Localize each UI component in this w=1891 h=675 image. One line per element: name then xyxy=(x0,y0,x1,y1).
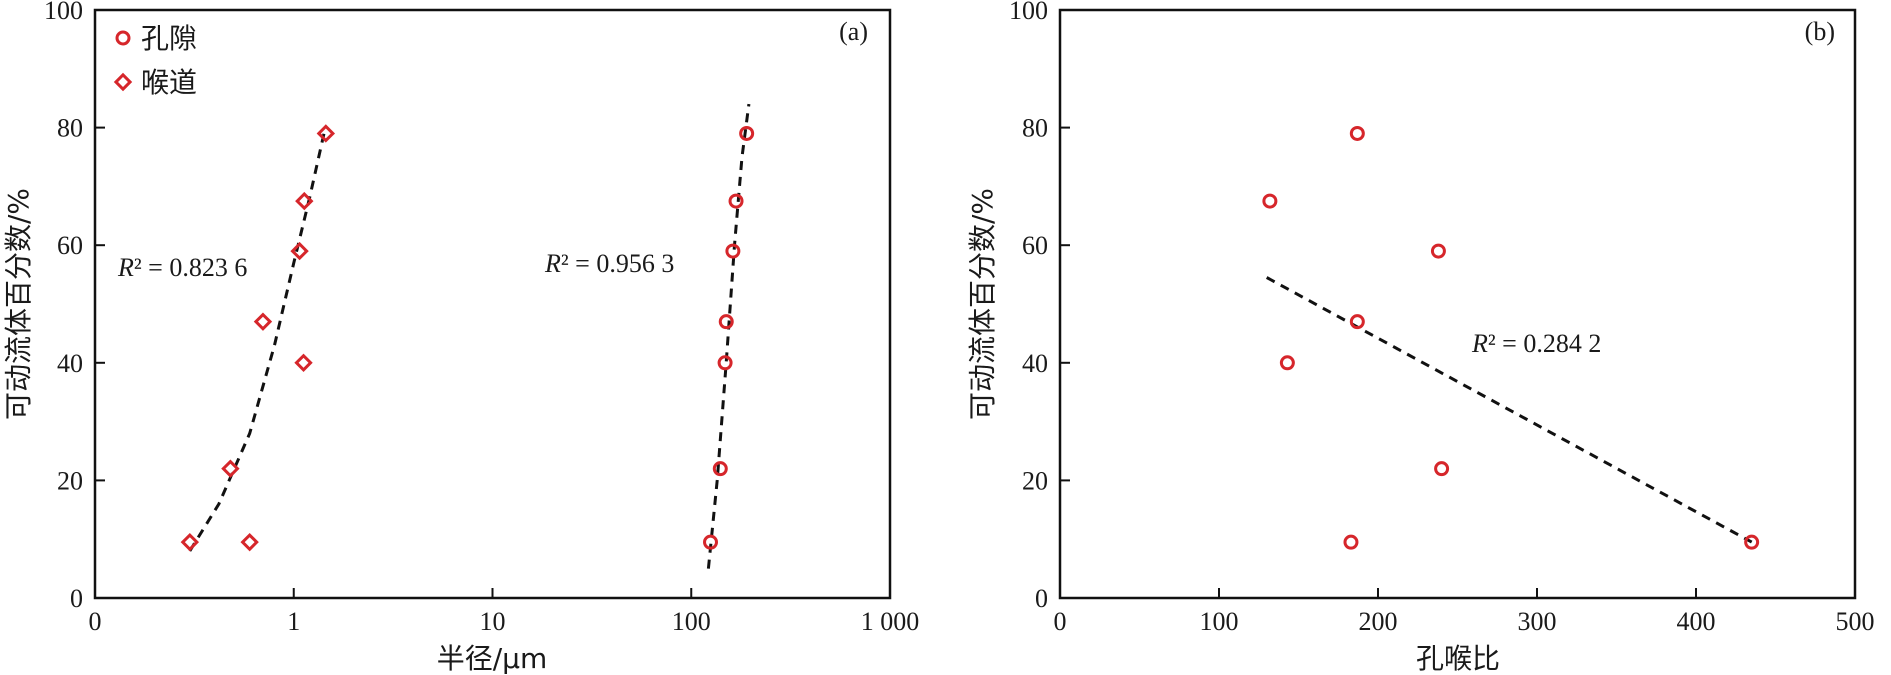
y-tick-label: 100 xyxy=(44,0,83,25)
x-tick-label: 10 xyxy=(480,607,506,636)
x-tick-label: 1 000 xyxy=(861,607,920,636)
pore-data-point xyxy=(1430,243,1446,259)
y-tick-label: 60 xyxy=(1022,231,1048,260)
r2-value: ² = 0.284 2 xyxy=(1488,329,1601,358)
y-tick-label: 80 xyxy=(1022,114,1048,143)
pore-data-point xyxy=(1349,314,1365,330)
y-tick-label: 100 xyxy=(1009,0,1048,25)
panel-a-legend: 孔隙 喉道 xyxy=(113,22,197,99)
y-tick-label: 40 xyxy=(57,349,83,378)
panel-a-fit-lines xyxy=(188,103,751,569)
panel-b-ticks: 0 100 200 300 400 500 0 20 40 60 80 100 xyxy=(1009,0,1875,636)
throat-data-point xyxy=(290,241,309,261)
pore-data-point xyxy=(725,243,741,259)
legend-circle-marker xyxy=(115,30,131,46)
throat-data-point xyxy=(295,191,314,211)
fit-line-pore xyxy=(706,103,751,569)
panel-a-y-axis-title: 可动流体百分数/% xyxy=(2,188,35,420)
panel-a-label: (a) xyxy=(839,17,868,46)
throat-data-point xyxy=(180,532,200,552)
panel-a-pore-r2: R² = 0.956 3 xyxy=(544,249,674,278)
panel-a-x-axis-title: 半径/μm xyxy=(437,642,548,675)
y-tick-label: 20 xyxy=(57,466,83,495)
pore-data-point xyxy=(1349,125,1365,141)
panel-a-plot-frame xyxy=(93,8,892,600)
pore-data-point xyxy=(717,355,733,371)
legend-pore-label: 孔隙 xyxy=(141,22,197,55)
legend-diamond-marker xyxy=(113,72,133,92)
throat-data-point xyxy=(221,459,240,478)
pore-data-point xyxy=(1434,461,1450,477)
panel-a-throat-r2: R² = 0.823 6 xyxy=(117,253,247,282)
y-tick-label: 80 xyxy=(57,114,83,143)
pore-data-point xyxy=(728,193,744,209)
panel-a-ticks: 0 1 10 100 1 000 0 20 40 60 80 100 xyxy=(44,0,919,636)
r2-value: ² = 0.823 6 xyxy=(134,253,247,282)
fit-line-pore xyxy=(1265,276,1753,544)
x-tick-label: 200 xyxy=(1359,607,1398,636)
x-tick-label: 100 xyxy=(1200,607,1239,636)
throat-data-point xyxy=(253,312,273,331)
panel-b-y-axis-title: 可动流体百分数/% xyxy=(966,188,999,420)
r2-symbol: R xyxy=(544,249,561,278)
x-tick-label: 400 xyxy=(1677,607,1716,636)
legend-throat-label: 喉道 xyxy=(141,66,197,99)
throat-data-point xyxy=(316,124,336,143)
pore-data-point xyxy=(739,125,755,141)
x-tick-label: 0 xyxy=(89,607,102,636)
r2-symbol: R xyxy=(1471,329,1488,358)
x-tick-label: 0 xyxy=(1054,607,1067,636)
panel-b-r2: R² = 0.284 2 xyxy=(1471,329,1601,358)
pore-data-point xyxy=(1744,534,1760,550)
x-tick-label: 300 xyxy=(1518,607,1557,636)
x-tick-label: 500 xyxy=(1836,607,1875,636)
y-tick-label: 20 xyxy=(1022,466,1048,495)
x-tick-label: 1 xyxy=(287,607,300,636)
r2-value: ² = 0.956 3 xyxy=(561,249,674,278)
panel-b-label: (b) xyxy=(1805,17,1835,46)
pore-data-point xyxy=(1343,534,1359,550)
r2-symbol: R xyxy=(117,253,134,282)
panel-b-plot-frame xyxy=(1058,8,1857,600)
y-tick-label: 60 xyxy=(57,231,83,260)
y-tick-label: 0 xyxy=(70,584,83,613)
panel-b-x-axis-title: 孔喉比 xyxy=(1416,642,1500,675)
pore-data-point xyxy=(1279,355,1295,371)
pore-data-point xyxy=(712,461,728,477)
throat-data-point xyxy=(240,532,259,552)
pore-data-point xyxy=(1262,193,1278,209)
y-tick-label: 40 xyxy=(1022,349,1048,378)
panel-a-markers xyxy=(180,124,755,552)
panel-b-fit-lines xyxy=(1265,276,1753,544)
pore-data-point xyxy=(703,534,719,550)
panel-b-chart: 0 100 200 300 400 500 0 20 40 60 80 100 (b) R² = 0.… xyxy=(966,0,1875,675)
pore-data-point xyxy=(718,314,734,330)
throat-data-point xyxy=(294,353,313,372)
y-tick-label: 0 xyxy=(1035,584,1048,613)
x-tick-label: 100 xyxy=(672,607,711,636)
panel-b-markers xyxy=(1262,125,1760,550)
